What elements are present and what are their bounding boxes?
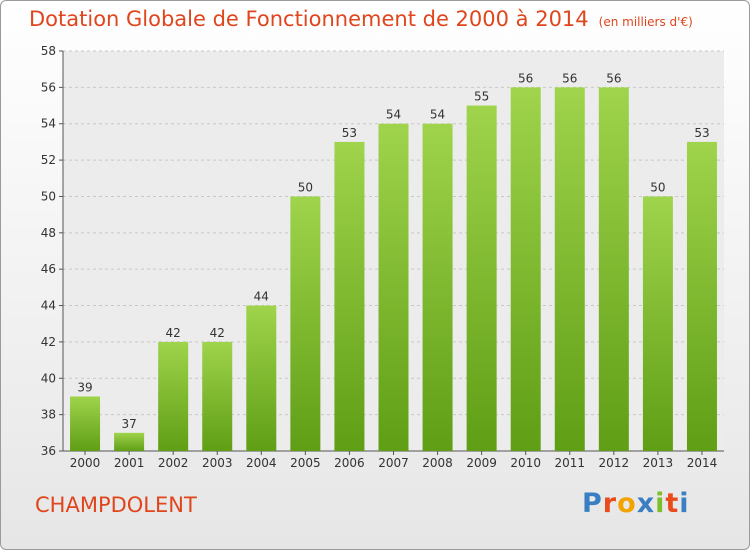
x-tick-label: 2002: [158, 456, 189, 470]
chart-title-text: Dotation Globale de Fonctionnement de 20…: [29, 7, 589, 31]
bar-value-label: 54: [430, 108, 445, 122]
x-tick-label: 2006: [334, 456, 365, 470]
logo-letter: t: [665, 488, 680, 519]
bar-value-label: 55: [474, 90, 489, 104]
city-name: CHAMPDOLENT: [35, 493, 197, 517]
y-tick-label: 48: [41, 226, 56, 240]
y-tick-label: 38: [41, 408, 56, 422]
x-tick-label: 2000: [70, 456, 101, 470]
bar-value-label: 39: [77, 380, 92, 394]
y-tick-label: 54: [41, 117, 56, 131]
y-tick-label: 42: [41, 335, 56, 349]
bar-value-label: 56: [606, 71, 621, 85]
bar-value-label: 50: [650, 180, 665, 194]
x-tick-label: 2014: [687, 456, 718, 470]
logo-letter: P: [582, 488, 603, 519]
x-tick-label: 2010: [510, 456, 541, 470]
logo-letter: i: [655, 488, 666, 519]
bar: [642, 196, 673, 451]
bar: [158, 341, 189, 451]
bar-value-label: 50: [298, 180, 313, 194]
chart-title: Dotation Globale de Fonctionnement de 20…: [29, 7, 693, 31]
x-tick-label: 2001: [114, 456, 145, 470]
x-tick-label: 2012: [599, 456, 630, 470]
y-tick-label: 44: [41, 299, 56, 313]
bar-value-label: 37: [121, 417, 136, 431]
logo-letter: i: [679, 488, 690, 519]
bar: [510, 87, 541, 451]
bar: [554, 87, 585, 451]
proxiti-logo[interactable]: Proxiti: [582, 488, 690, 519]
bar: [114, 432, 145, 451]
chart-unit: (en milliers d'€): [598, 15, 693, 29]
bar: [686, 141, 717, 451]
bar: [422, 123, 453, 452]
y-tick-label: 40: [41, 371, 56, 385]
y-tick-label: 36: [41, 444, 56, 458]
bar: [70, 396, 101, 451]
y-tick-label: 56: [41, 80, 56, 94]
bar-value-label: 42: [210, 326, 225, 340]
bar-value-label: 44: [254, 290, 269, 304]
x-tick-label: 2008: [422, 456, 453, 470]
bar: [378, 123, 409, 452]
x-tick-label: 2013: [643, 456, 674, 470]
bar-value-label: 56: [518, 71, 533, 85]
x-tick-label: 2005: [290, 456, 321, 470]
x-tick-label: 2003: [202, 456, 233, 470]
bar: [466, 105, 497, 451]
logo-letter: x: [636, 488, 656, 519]
bar: [246, 305, 277, 451]
logo-letter: r: [602, 488, 618, 519]
bar-value-label: 53: [694, 126, 709, 140]
y-tick-label: 58: [41, 44, 56, 58]
bar: [202, 341, 233, 451]
bar: [598, 87, 629, 451]
x-tick-label: 2007: [378, 456, 409, 470]
y-tick-label: 50: [41, 189, 56, 203]
x-tick-label: 2009: [466, 456, 497, 470]
y-tick-label: 46: [41, 262, 56, 276]
x-tick-label: 2004: [246, 456, 277, 470]
logo-letter: o: [617, 488, 637, 519]
x-tick-label: 2011: [554, 456, 585, 470]
bar: [334, 141, 365, 451]
bar: [290, 196, 321, 451]
bar-value-label: 56: [562, 71, 577, 85]
bar-value-label: 54: [386, 108, 401, 122]
bar-value-label: 53: [342, 126, 357, 140]
bar-value-label: 42: [166, 326, 181, 340]
y-tick-label: 52: [41, 153, 56, 167]
